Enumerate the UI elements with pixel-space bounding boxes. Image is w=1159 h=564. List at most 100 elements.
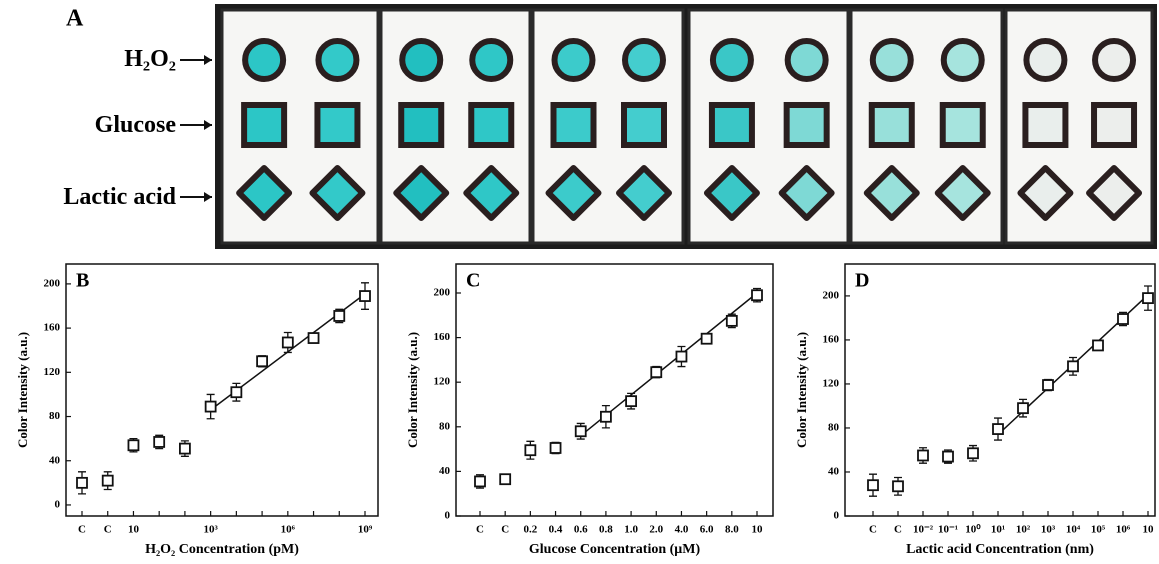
plot-frame — [455, 263, 774, 517]
x-tick-label: 4.0 — [675, 524, 689, 536]
y-tick-label: 120 — [823, 377, 840, 389]
x-tick-label: C — [476, 524, 484, 536]
spot-circle — [399, 38, 444, 82]
panel-label: B — [76, 270, 89, 292]
spot-square — [1022, 102, 1069, 148]
marker — [281, 336, 294, 349]
x-tick-label: 10 — [128, 524, 140, 536]
x-tick-label: 10 — [752, 524, 764, 536]
y-tick-label: 0 — [445, 510, 451, 522]
x-tick-label: C — [869, 524, 877, 536]
row-label: Lactic acid — [63, 184, 176, 210]
marker — [549, 442, 562, 454]
marker — [1117, 313, 1129, 325]
spot-circle — [784, 38, 829, 82]
x-axis-title: Glucose Concentration (μM) — [529, 542, 701, 557]
marker — [700, 332, 713, 345]
spot-circle — [551, 38, 596, 82]
spot-circle — [622, 38, 666, 82]
marker — [574, 425, 587, 438]
photo-panel — [215, 4, 1157, 249]
marker — [230, 386, 243, 399]
marker — [524, 444, 537, 457]
x-tick-label: 10¹ — [991, 524, 1005, 536]
spot-diamond — [703, 165, 760, 221]
x-tick-label: 10⁶ — [281, 524, 296, 536]
marker — [256, 355, 268, 368]
x-tick-label: 10⁻¹ — [938, 524, 958, 536]
marker — [600, 410, 612, 423]
plot-frame — [65, 263, 379, 517]
spot-diamond — [1017, 165, 1074, 221]
x-tick-label: 10 — [1143, 524, 1155, 536]
marker — [76, 476, 88, 489]
x-tick-label: C — [501, 524, 509, 536]
marker — [967, 447, 979, 460]
spot-diamond — [1086, 165, 1143, 221]
marker — [474, 475, 486, 488]
y-tick-label: 80 — [439, 420, 451, 432]
y-tick-label: 120 — [434, 376, 451, 388]
plot-frame — [844, 263, 1156, 517]
x-tick-label: 10⁶ — [1116, 524, 1131, 536]
x-tick-label: 6.0 — [700, 524, 714, 536]
marker — [751, 289, 763, 302]
spot-square — [398, 102, 445, 148]
x-tick-label: C — [104, 524, 112, 536]
y-tick-label: 200 — [434, 287, 451, 299]
marker — [127, 439, 140, 452]
x-tick-label: 0.4 — [549, 524, 563, 536]
y-tick-label: 160 — [44, 322, 61, 334]
y-axis-title: Color Intensity (a.u.) — [405, 332, 420, 448]
marker — [499, 473, 512, 486]
x-tick-label: C — [78, 524, 86, 536]
y-tick-label: 120 — [44, 366, 61, 378]
panel-label: A — [66, 6, 84, 32]
spot-square — [241, 102, 288, 148]
y-tick-label: 160 — [434, 331, 451, 343]
marker — [1042, 379, 1054, 391]
arrow-head — [204, 120, 212, 130]
marker — [867, 479, 879, 492]
spot-square — [621, 102, 667, 148]
x-tick-label: 10³ — [1041, 524, 1056, 536]
spot-circle — [709, 38, 754, 82]
x-tick-label: C — [894, 524, 902, 536]
spot-circle — [469, 38, 514, 82]
y-tick-label: 160 — [823, 333, 840, 345]
arrow-head — [204, 192, 212, 202]
spot-square — [1091, 102, 1138, 148]
spot-circle — [940, 38, 985, 82]
marker — [942, 450, 954, 463]
marker — [1092, 339, 1104, 352]
x-tick-label: 2.0 — [649, 524, 663, 536]
x-tick-label: 0.2 — [523, 524, 537, 536]
spot-diamond — [236, 165, 293, 221]
marker — [1017, 402, 1029, 415]
spot-diamond — [616, 165, 672, 221]
x-tick-label: 0.8 — [599, 524, 613, 536]
y-tick-label: 80 — [828, 421, 840, 433]
x-tick-label: 8.0 — [725, 524, 739, 536]
spot-diamond — [463, 165, 520, 221]
marker — [917, 449, 929, 462]
spot-diamond — [309, 165, 366, 221]
panel-label: C — [466, 270, 480, 292]
spot-diamond — [393, 165, 450, 221]
spot-circle — [1023, 38, 1068, 82]
marker — [650, 366, 663, 379]
panel-label: D — [855, 270, 869, 292]
x-tick-label: 0.6 — [574, 524, 588, 536]
marker — [204, 400, 217, 413]
spot-square — [468, 102, 515, 148]
y-tick-label: 200 — [44, 277, 61, 289]
spot-square — [868, 102, 915, 148]
spot-square — [783, 102, 830, 148]
marker — [333, 310, 346, 322]
row-label: Glucose — [94, 112, 176, 138]
marker — [1067, 360, 1079, 373]
y-tick-label: 200 — [823, 289, 840, 301]
marker — [892, 480, 904, 493]
spot-diamond — [863, 165, 920, 221]
